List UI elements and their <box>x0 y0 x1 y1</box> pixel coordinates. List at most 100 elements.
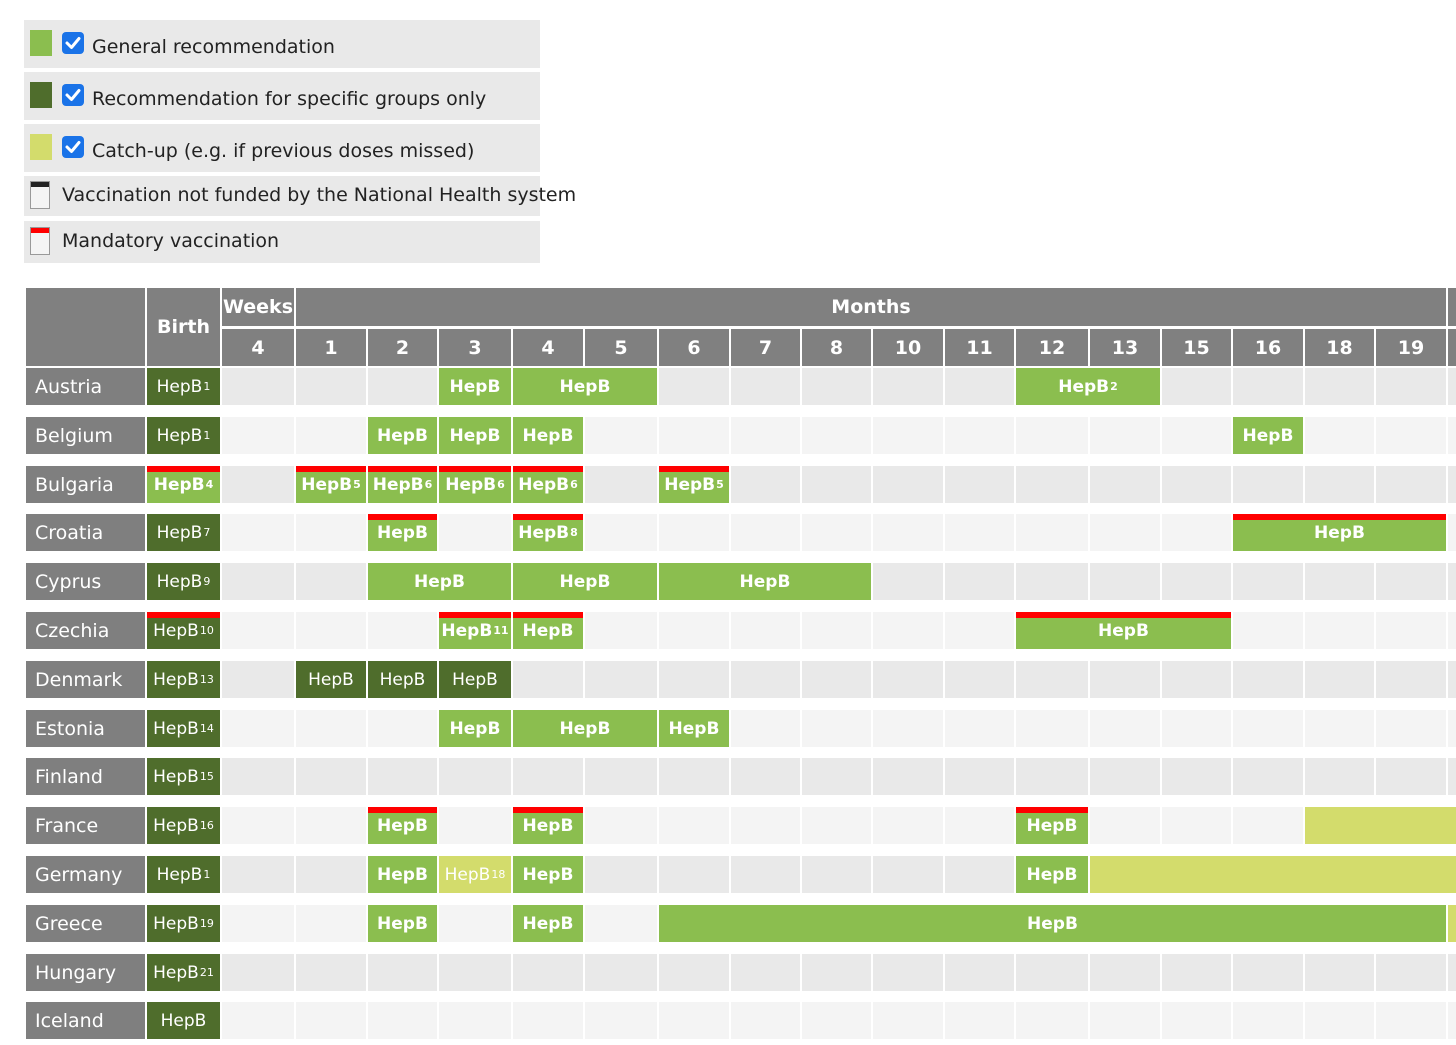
dose-gen[interactable]: HepB <box>368 905 437 942</box>
dose-gen[interactable]: HepB 6 <box>439 466 511 503</box>
empty-cell <box>585 905 657 942</box>
empty-cell <box>222 954 294 991</box>
country-germany: Germany <box>26 856 145 893</box>
dose-gen[interactable]: HepB <box>513 856 583 893</box>
dose-gen[interactable]: HepB <box>513 612 583 649</box>
birth-dose[interactable]: HepB 19 <box>147 905 220 942</box>
empty-cell <box>1162 661 1231 698</box>
dose-gen[interactable]: HepB <box>439 368 511 405</box>
dose-gen[interactable]: HepB <box>513 807 583 844</box>
dose-catch[interactable] <box>1448 905 1456 942</box>
dose-gen[interactable]: HepB <box>1016 807 1088 844</box>
dose-gen[interactable]: HepB <box>1233 514 1446 551</box>
dose-gen[interactable]: HepB <box>659 563 871 600</box>
empty-cell <box>802 612 871 649</box>
dose-gen[interactable]: HepB <box>513 563 657 600</box>
dose-spec[interactable]: HepB <box>296 661 366 698</box>
dose-gen[interactable]: HepB <box>1233 417 1303 454</box>
dose-gen[interactable]: HepB 5 <box>659 466 729 503</box>
dose-catch[interactable]: HepB 18 <box>439 856 511 893</box>
dose-gen[interactable]: HepB <box>368 514 437 551</box>
birth-dose[interactable]: HepB 1 <box>147 417 220 454</box>
dose-gen[interactable]: HepB <box>368 417 437 454</box>
col-header-overflow <box>1448 329 1456 366</box>
empty-cell <box>802 514 871 551</box>
specific-checkbox[interactable] <box>62 84 84 106</box>
birth-dose[interactable]: HepB 1 <box>147 368 220 405</box>
country-greece: Greece <box>26 905 145 942</box>
legend-specific: Recommendation for specific groups only <box>24 72 540 120</box>
dose-gen[interactable]: HepB <box>513 368 657 405</box>
dose-gen[interactable]: HepB <box>368 856 437 893</box>
catchup-checkbox[interactable] <box>62 136 84 158</box>
birth-dose[interactable]: HepB 4 <box>147 466 220 503</box>
empty-cell <box>296 710 366 747</box>
birth-dose[interactable]: HepB 15 <box>147 758 220 795</box>
dose-gen[interactable]: HepB <box>1016 856 1088 893</box>
birth-dose[interactable]: HepB 14 <box>147 710 220 747</box>
birth-dose[interactable]: HepB 10 <box>147 612 220 649</box>
dose-gen[interactable]: HepB <box>368 563 511 600</box>
dose-gen[interactable]: HepB 11 <box>439 612 511 649</box>
dose-gen[interactable]: HepB <box>659 710 729 747</box>
dose-gen[interactable]: HepB <box>513 710 657 747</box>
empty-cell <box>222 710 294 747</box>
dose-gen[interactable]: HepB <box>439 710 511 747</box>
empty-cell <box>731 710 800 747</box>
empty-cell <box>873 856 943 893</box>
months-header-overflow <box>1448 288 1456 326</box>
dose-gen[interactable]: HepB 8 <box>513 514 583 551</box>
empty-cell <box>659 417 729 454</box>
empty-cell <box>659 368 729 405</box>
dose-catch[interactable] <box>1305 807 1456 844</box>
empty-cell <box>585 661 657 698</box>
empty-cell <box>945 514 1014 551</box>
empty-cell <box>1376 466 1446 503</box>
dose-gen[interactable]: HepB <box>513 905 583 942</box>
empty-cell <box>1016 758 1088 795</box>
general-checkbox[interactable] <box>62 32 84 54</box>
dose-gen[interactable]: HepB 6 <box>368 466 437 503</box>
dose-catch[interactable] <box>1090 856 1456 893</box>
empty-cell <box>1090 514 1160 551</box>
mandatory-marker <box>513 807 583 813</box>
empty-cell <box>1016 514 1088 551</box>
dose-gen[interactable]: HepB <box>439 417 511 454</box>
dose-spec[interactable]: HepB <box>439 661 511 698</box>
birth-dose[interactable]: HepB 1 <box>147 856 220 893</box>
dose-gen[interactable]: HepB 5 <box>296 466 366 503</box>
empty-cell <box>802 661 871 698</box>
birth-dose[interactable]: HepB 7 <box>147 514 220 551</box>
birth-dose[interactable]: HepB 21 <box>147 954 220 991</box>
empty-cell <box>585 758 657 795</box>
empty-cell <box>1448 368 1456 405</box>
dose-gen[interactable]: HepB 2 <box>1016 368 1160 405</box>
empty-cell <box>439 807 511 844</box>
empty-cell <box>1233 661 1303 698</box>
birth-dose[interactable]: HepB 9 <box>147 563 220 600</box>
col-header-month-12: 12 <box>1016 329 1088 366</box>
dose-gen[interactable]: HepB 6 <box>513 466 583 503</box>
col-header-month-6: 6 <box>659 329 729 366</box>
empty-cell <box>1090 710 1160 747</box>
empty-cell <box>731 954 800 991</box>
dose-gen[interactable]: HepB <box>659 905 1446 942</box>
dose-gen[interactable]: HepB <box>513 417 583 454</box>
empty-cell <box>222 466 294 503</box>
empty-cell <box>873 1002 943 1039</box>
birth-dose[interactable]: HepB <box>147 1002 220 1039</box>
dose-spec[interactable]: HepB <box>368 661 437 698</box>
weeks-header: Weeks <box>222 288 294 326</box>
country-france: France <box>26 807 145 844</box>
dose-gen[interactable]: HepB <box>368 807 437 844</box>
empty-cell <box>1376 758 1446 795</box>
col-header-week-4: 4 <box>222 329 294 366</box>
birth-dose[interactable]: HepB 13 <box>147 661 220 698</box>
empty-cell <box>945 563 1014 600</box>
dose-gen[interactable]: HepB <box>1016 612 1231 649</box>
empty-cell <box>1448 661 1456 698</box>
empty-cell <box>802 954 871 991</box>
birth-dose[interactable]: HepB 16 <box>147 807 220 844</box>
legend-not-funded: Vaccination not funded by the National H… <box>24 176 576 216</box>
empty-cell <box>368 954 437 991</box>
